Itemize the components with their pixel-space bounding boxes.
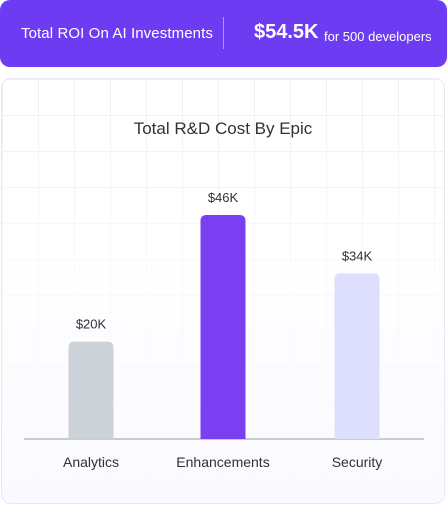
bar-analytics[interactable] (68, 341, 114, 439)
banner-divider (223, 17, 224, 49)
bar-value-label: $20K (76, 317, 107, 332)
chart-title: Total R&D Cost By Epic (133, 119, 313, 138)
chart-card: Total R&D Cost By Epic $20K Analytics $46K… (1, 78, 445, 504)
roi-caption: for 500 developers (324, 29, 432, 44)
category-label: Enhancements (176, 454, 269, 470)
banner-title: Total ROI On AI Investments (21, 25, 213, 42)
bar-value-label: $34K (342, 248, 373, 263)
category-label: Security (332, 454, 383, 470)
bar-security[interactable] (334, 273, 380, 439)
category-label: Analytics (63, 454, 119, 470)
bar-chart: $20K Analytics $46K Enhancements $34K Securit… (24, 190, 424, 470)
bar-value-label: $46K (208, 190, 239, 205)
roi-value: $54.5K (254, 21, 319, 43)
bar-enhancements[interactable] (200, 214, 246, 439)
roi-banner: Total ROI On AI Investments $54.5K for 5… (0, 0, 447, 67)
